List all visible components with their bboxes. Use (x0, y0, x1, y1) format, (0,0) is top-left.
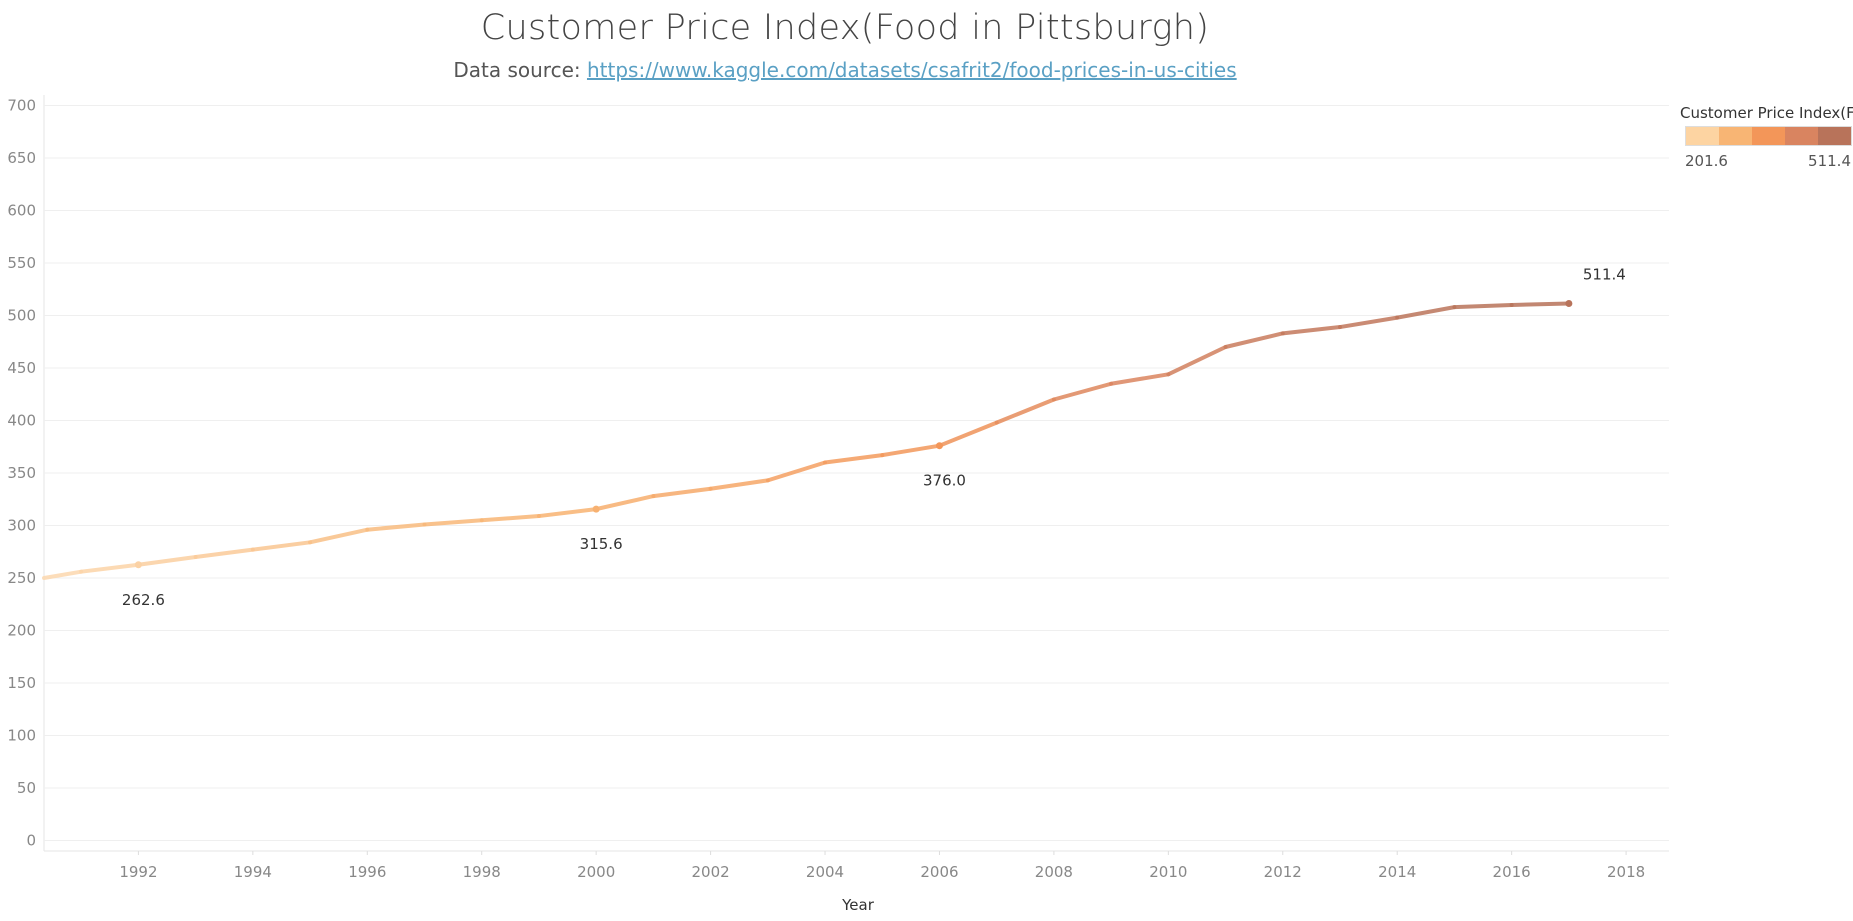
grid-lines (43, 95, 1669, 852)
line-segment (1337, 315, 1400, 330)
x-tick-label: 1996 (348, 863, 386, 881)
line-segment (250, 540, 313, 552)
line-segment (1509, 301, 1571, 307)
y-tick-label: 350 (7, 464, 36, 482)
x-axis-title: Year (841, 896, 875, 914)
line-segment (136, 555, 198, 567)
legend-min-label: 201.6 (1685, 152, 1728, 170)
legend-title: Customer Price Index(F.. (1680, 104, 1853, 122)
data-point (1565, 300, 1573, 308)
y-tick-label: 550 (7, 254, 36, 272)
y-tick-label: 600 (7, 202, 36, 220)
x-tick-label: 2012 (1264, 863, 1302, 881)
line-segment (79, 562, 141, 574)
legend-swatch (1719, 127, 1752, 145)
legend-max-label: 511.4 (1808, 152, 1851, 170)
line-segment (422, 518, 484, 527)
y-tick-label: 100 (7, 727, 36, 745)
data-point (134, 561, 142, 569)
y-tick-label: 0 (26, 832, 36, 850)
legend-color-bar (1685, 126, 1852, 146)
line-segment (365, 522, 427, 532)
data-label: 315.6 (580, 535, 623, 553)
x-tick-label: 2014 (1378, 863, 1416, 881)
x-tick-label: 2006 (920, 863, 958, 881)
y-tick-label: 400 (7, 412, 36, 430)
line-segment (1051, 381, 1114, 402)
line-segment (479, 514, 541, 523)
line-segment (765, 460, 828, 483)
x-tick-label: 1992 (119, 863, 157, 881)
line-segment (1109, 372, 1171, 386)
y-tick-label: 150 (7, 674, 36, 692)
line-segment (1452, 303, 1514, 310)
line-segment (651, 486, 713, 499)
line-segment (193, 547, 255, 559)
y-tick-label: 300 (7, 517, 36, 535)
line-segment (42, 569, 84, 580)
data-point (935, 442, 943, 450)
color-legend: Customer Price Index(F.. 201.6 511.4 (1680, 104, 1853, 170)
line-segment (308, 527, 370, 545)
legend-swatch (1785, 127, 1818, 145)
x-tick-label: 2004 (806, 863, 844, 881)
line-segment (823, 453, 885, 465)
x-tick-label: 2016 (1493, 863, 1531, 881)
line-segment (536, 507, 599, 519)
data-label: 262.6 (122, 591, 165, 609)
x-tick-label: 2008 (1035, 863, 1073, 881)
line-segment (880, 443, 942, 458)
line-segment (594, 494, 656, 512)
x-tick-label: 2010 (1149, 863, 1187, 881)
line-segment (1395, 305, 1457, 320)
source-prefix: Data source: (453, 58, 587, 82)
source-link[interactable]: https://www.kaggle.com/datasets/csafrit2… (586, 58, 1237, 82)
y-tick-label: 650 (7, 149, 36, 167)
x-tick-label: 1998 (463, 863, 501, 881)
line-segment (1280, 325, 1342, 336)
x-tick-label: 2002 (691, 863, 729, 881)
y-tick-label: 250 (7, 569, 36, 587)
x-tick-label: 2000 (577, 863, 615, 881)
y-axis: 0 50 100 150 200 250 300 350 400 450 500 550 600 650 7… (7, 97, 36, 850)
x-tick-label: 1994 (234, 863, 272, 881)
chart-subtitle: Data source: https://www.kaggle.com/data… (0, 58, 1690, 82)
data-markers: 262.6 315.6 376.0 511.4 (122, 266, 1626, 609)
y-tick-label: 200 (7, 622, 36, 640)
legend-swatch (1686, 127, 1719, 145)
series-line (42, 301, 1571, 580)
legend-swatch (1752, 127, 1785, 145)
data-point (592, 505, 600, 513)
legend-swatch (1818, 127, 1851, 145)
line-segment (1166, 345, 1228, 377)
line-segment (994, 397, 1056, 425)
y-tick-label: 50 (17, 779, 36, 797)
line-segment (937, 420, 999, 448)
data-label: 376.0 (923, 472, 966, 490)
line-segment (708, 478, 770, 491)
line-segment (1223, 331, 1285, 349)
y-tick-label: 700 (7, 97, 36, 115)
chart-title: Customer Price Index(Food in Pittsburgh) (480, 8, 1210, 48)
data-label: 511.4 (1583, 266, 1626, 284)
y-tick-label: 500 (7, 307, 36, 325)
x-axis: 1992 1994 1996 1998 2000 2002 2004 2006 2008 2010… (119, 851, 1645, 881)
y-tick-label: 450 (7, 359, 36, 377)
x-tick-label: 2018 (1607, 863, 1645, 881)
